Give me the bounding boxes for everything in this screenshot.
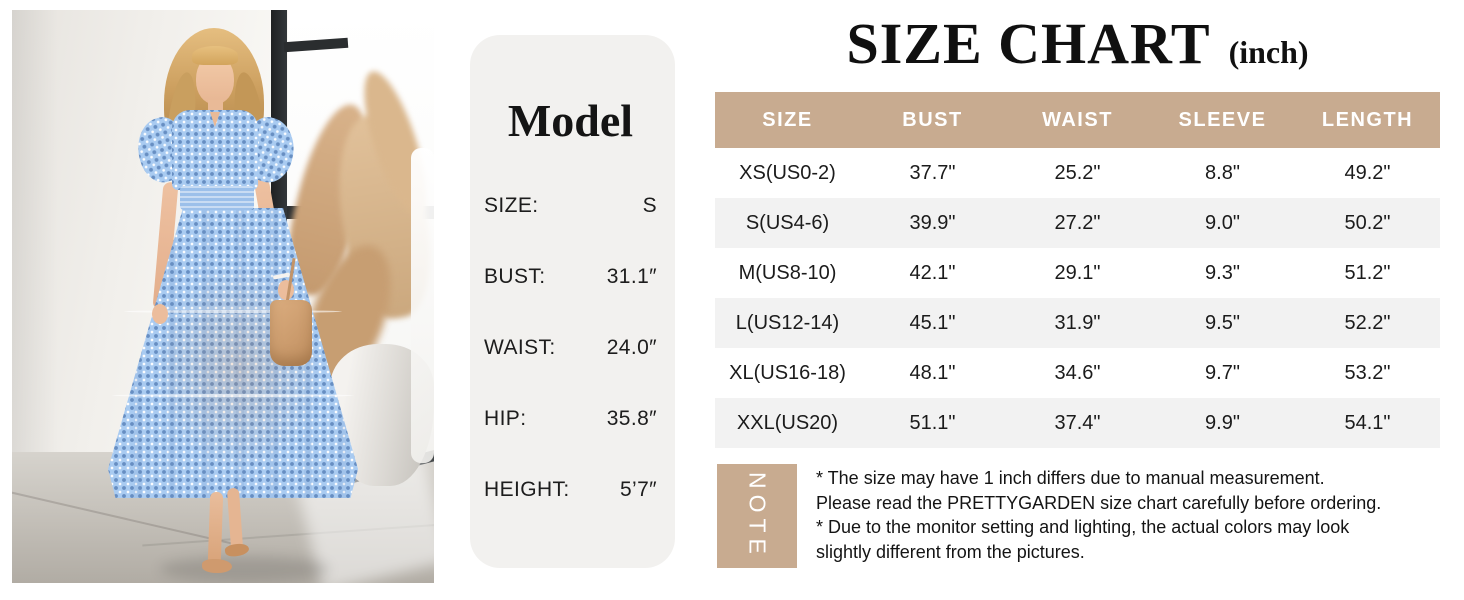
table-cell: 8.8" bbox=[1205, 161, 1240, 184]
model-card-title: Model bbox=[507, 95, 634, 146]
table-row: XS(US0-2) 37.7" 25.2" 8.8" 49.2" bbox=[715, 148, 1440, 198]
sheer-curtain bbox=[411, 148, 434, 463]
table-cell: 54.1" bbox=[1344, 411, 1391, 434]
table-row: XL(US16-18) 48.1" 34.6" 9.7" 53.2" bbox=[715, 348, 1440, 398]
table-cell: 51.1" bbox=[909, 411, 956, 434]
model-hair-fringe bbox=[192, 46, 238, 65]
model-info-card: Model SIZE: S BUST: 31.1″ WAIST: 24.0″ H… bbox=[470, 35, 675, 568]
product-photo bbox=[12, 10, 434, 583]
table-cell: 9.5" bbox=[1205, 311, 1240, 334]
table-cell: XXL(US20) bbox=[736, 411, 839, 434]
table-cell: L(US12-14) bbox=[735, 311, 840, 334]
table-cell: 42.1" bbox=[909, 261, 956, 284]
dress-tier-seam bbox=[124, 310, 342, 313]
table-cell: 39.9" bbox=[909, 211, 956, 234]
handbag bbox=[270, 300, 312, 366]
table-cell: S(US4-6) bbox=[745, 211, 830, 234]
measurement-value: 35.8″ bbox=[606, 406, 657, 430]
model-hand-left bbox=[152, 304, 168, 324]
table-row: M(US8-10) 42.1" 29.1" 9.3" 51.2" bbox=[715, 248, 1440, 298]
table-cell: 9.7" bbox=[1205, 361, 1240, 384]
dress-tier-seam bbox=[112, 394, 354, 397]
note-line: * The size may have 1 inch differs due t… bbox=[816, 468, 1325, 488]
table-cell: XS(US0-2) bbox=[739, 161, 836, 184]
table-cell: XL(US16-18) bbox=[729, 361, 846, 384]
table-cell: 34.6" bbox=[1054, 361, 1101, 384]
table-cell: 25.2" bbox=[1054, 161, 1101, 184]
size-chart-unit-label: (inch) bbox=[1228, 34, 1309, 70]
table-cell: 49.2" bbox=[1344, 161, 1391, 184]
dress-waistband bbox=[180, 186, 254, 210]
note-text: * The size may have 1 inch differs due t… bbox=[816, 466, 1464, 564]
model-row-hip: HIP: 35.8″ bbox=[484, 407, 657, 431]
measurement-value: 31.1″ bbox=[606, 264, 657, 288]
table-row: L(US12-14) 45.1" 31.9" 9.5" 52.2" bbox=[715, 298, 1440, 348]
size-chart-title: SIZE CHART (inch) bbox=[715, 10, 1440, 77]
measurement-label: BUST: bbox=[484, 264, 546, 288]
model-shadow bbox=[160, 556, 330, 582]
table-cell: 29.1" bbox=[1054, 261, 1101, 284]
column-header-size: SIZE bbox=[762, 108, 813, 131]
model-row-bust: BUST: 31.1″ bbox=[484, 265, 657, 289]
size-chart-title-text: SIZE CHART bbox=[846, 11, 1211, 76]
note-badge: NOTE bbox=[717, 464, 797, 568]
table-cell: 9.9" bbox=[1205, 411, 1240, 434]
model-measurements: SIZE: S BUST: 31.1″ WAIST: 24.0″ HIP: 35… bbox=[484, 194, 657, 502]
model-row-height: HEIGHT: 5’7″ bbox=[484, 478, 657, 502]
table-cell: 52.2" bbox=[1344, 311, 1391, 334]
table-cell: 53.2" bbox=[1344, 361, 1391, 384]
table-cell: M(US8-10) bbox=[738, 261, 837, 284]
sandal-left bbox=[202, 559, 232, 573]
measurement-label: HIP: bbox=[484, 406, 527, 430]
column-header-bust: BUST bbox=[902, 108, 963, 131]
column-header-sleeve: SLEEVE bbox=[1178, 108, 1267, 131]
table-cell: 48.1" bbox=[909, 361, 956, 384]
table-cell: 9.3" bbox=[1205, 261, 1240, 284]
measurement-value: S bbox=[642, 193, 657, 217]
measurement-value: 24.0″ bbox=[606, 335, 657, 359]
measurement-label: WAIST: bbox=[484, 335, 556, 359]
table-header-row: SIZE BUST WAIST SLEEVE LENGTH bbox=[715, 92, 1440, 148]
table-cell: 9.0" bbox=[1205, 211, 1240, 234]
table-cell: 27.2" bbox=[1054, 211, 1101, 234]
note-line: Please read the PRETTYGARDEN size chart … bbox=[816, 492, 1382, 513]
column-header-waist: WAIST bbox=[1042, 108, 1113, 131]
note-badge-label: NOTE bbox=[744, 472, 771, 560]
note-line: slightly different from the pictures. bbox=[816, 541, 1085, 562]
measurement-label: HEIGHT: bbox=[484, 477, 570, 501]
table-cell: 37.7" bbox=[909, 161, 956, 184]
table-cell: 31.9" bbox=[1054, 311, 1101, 334]
column-header-length: LENGTH bbox=[1321, 108, 1414, 131]
table-row: XXL(US20) 51.1" 37.4" 9.9" 54.1" bbox=[715, 398, 1440, 448]
note-line: * Due to the monitor setting and lightin… bbox=[816, 517, 1350, 538]
dress-neckline-notch bbox=[210, 112, 220, 127]
measurement-value: 5’7″ bbox=[619, 477, 657, 501]
model-row-size: SIZE: S bbox=[484, 194, 657, 218]
measurement-label: SIZE: bbox=[484, 193, 539, 217]
table-cell: 45.1" bbox=[909, 311, 956, 334]
model-leg-left bbox=[207, 491, 224, 565]
table-row: S(US4-6) 39.9" 27.2" 9.0" 50.2" bbox=[715, 198, 1440, 248]
model-row-waist: WAIST: 24.0″ bbox=[484, 336, 657, 360]
table-cell: 51.2" bbox=[1344, 261, 1391, 284]
table-cell: 37.4" bbox=[1054, 411, 1101, 434]
table-cell: 50.2" bbox=[1344, 211, 1391, 234]
size-chart-table: SIZE BUST WAIST SLEEVE LENGTH XS(US0-2) … bbox=[715, 92, 1440, 448]
